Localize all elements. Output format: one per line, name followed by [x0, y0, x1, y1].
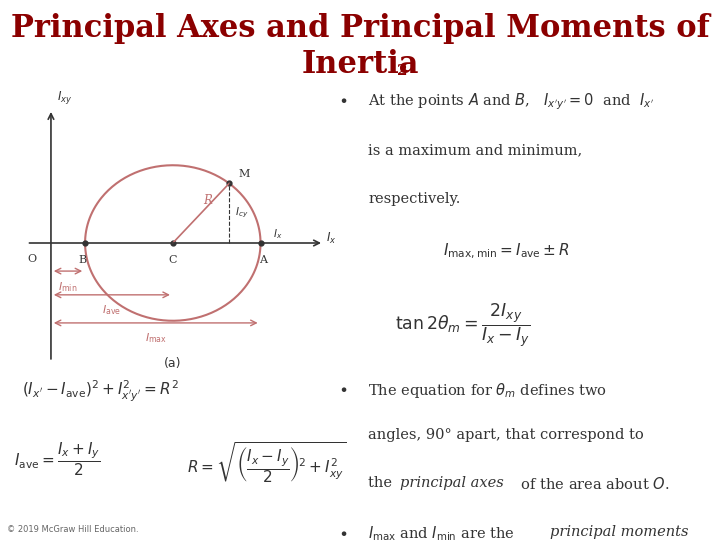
Text: respectively.: respectively.: [369, 192, 461, 206]
Text: of the area about $O$.: of the area about $O$.: [516, 476, 670, 491]
Text: At the points $A$ and $B$,   $I_{x'y'} = 0$  and  $I_{x'}$: At the points $A$ and $B$, $I_{x'y'} = 0…: [369, 92, 654, 112]
Text: 2: 2: [397, 64, 407, 78]
Text: $I_{cy}$: $I_{cy}$: [235, 206, 248, 220]
Text: (a): (a): [164, 357, 181, 370]
Text: M: M: [239, 169, 251, 179]
Text: O: O: [27, 254, 36, 264]
Text: Inertia: Inertia: [301, 49, 419, 79]
Text: $I_{x}$: $I_{x}$: [326, 231, 337, 246]
Text: C: C: [168, 255, 177, 265]
Text: angles, 90° apart, that correspond to: angles, 90° apart, that correspond to: [369, 428, 644, 442]
Text: $\bullet$: $\bullet$: [338, 381, 348, 396]
Text: Principal Axes and Principal Moments of: Principal Axes and Principal Moments of: [11, 14, 709, 44]
Text: © 2019 McGraw Hill Education.: © 2019 McGraw Hill Education.: [7, 524, 139, 534]
Text: $I_{\mathrm{ave}} = \dfrac{I_x + I_y}{2}$: $I_{\mathrm{ave}} = \dfrac{I_x + I_y}{2}…: [14, 440, 101, 478]
Text: $\bullet$: $\bullet$: [338, 525, 348, 540]
Text: $I_{\mathrm{max}}$ and $I_{\mathrm{min}}$ are the: $I_{\mathrm{max}}$ and $I_{\mathrm{min}}…: [369, 525, 516, 540]
Text: $I_{x}$: $I_{x}$: [273, 227, 282, 241]
Text: principal axes: principal axes: [400, 476, 504, 490]
Text: is a maximum and minimum,: is a maximum and minimum,: [369, 143, 582, 157]
Text: $I_{\mathrm{max,min}} = I_{\mathrm{ave}} \pm R$: $I_{\mathrm{max,min}} = I_{\mathrm{ave}}…: [444, 241, 570, 261]
Text: $I_{xy}$: $I_{xy}$: [57, 89, 72, 106]
Text: $I_{\mathrm{ave}}$: $I_{\mathrm{ave}}$: [102, 303, 122, 318]
Text: $\tan 2\theta_m = \dfrac{2I_{xy}}{I_x - I_y}$: $\tan 2\theta_m = \dfrac{2I_{xy}}{I_x - …: [395, 301, 530, 348]
Text: $I_{\max}$: $I_{\max}$: [145, 332, 167, 346]
Text: $(I_{x'} - I_{\mathrm{ave}})^2 + I_{x'y'}^2 = R^2$: $(I_{x'} - I_{\mathrm{ave}})^2 + I_{x'y'…: [22, 379, 179, 403]
Text: $\bullet$: $\bullet$: [338, 92, 348, 107]
Text: principal moments: principal moments: [550, 525, 688, 539]
Text: The equation for $\theta_m$ defines two: The equation for $\theta_m$ defines two: [369, 381, 607, 400]
Text: B: B: [78, 255, 86, 265]
Text: the: the: [369, 476, 397, 490]
Text: $R = \sqrt{\left(\dfrac{I_x - I_y}{2}\right)^{\!2} + I_{xy}^2}$: $R = \sqrt{\left(\dfrac{I_x - I_y}{2}\ri…: [187, 440, 346, 485]
Text: R: R: [204, 194, 212, 207]
Text: $I_{\min}$: $I_{\min}$: [58, 280, 78, 294]
Text: A: A: [259, 255, 267, 265]
